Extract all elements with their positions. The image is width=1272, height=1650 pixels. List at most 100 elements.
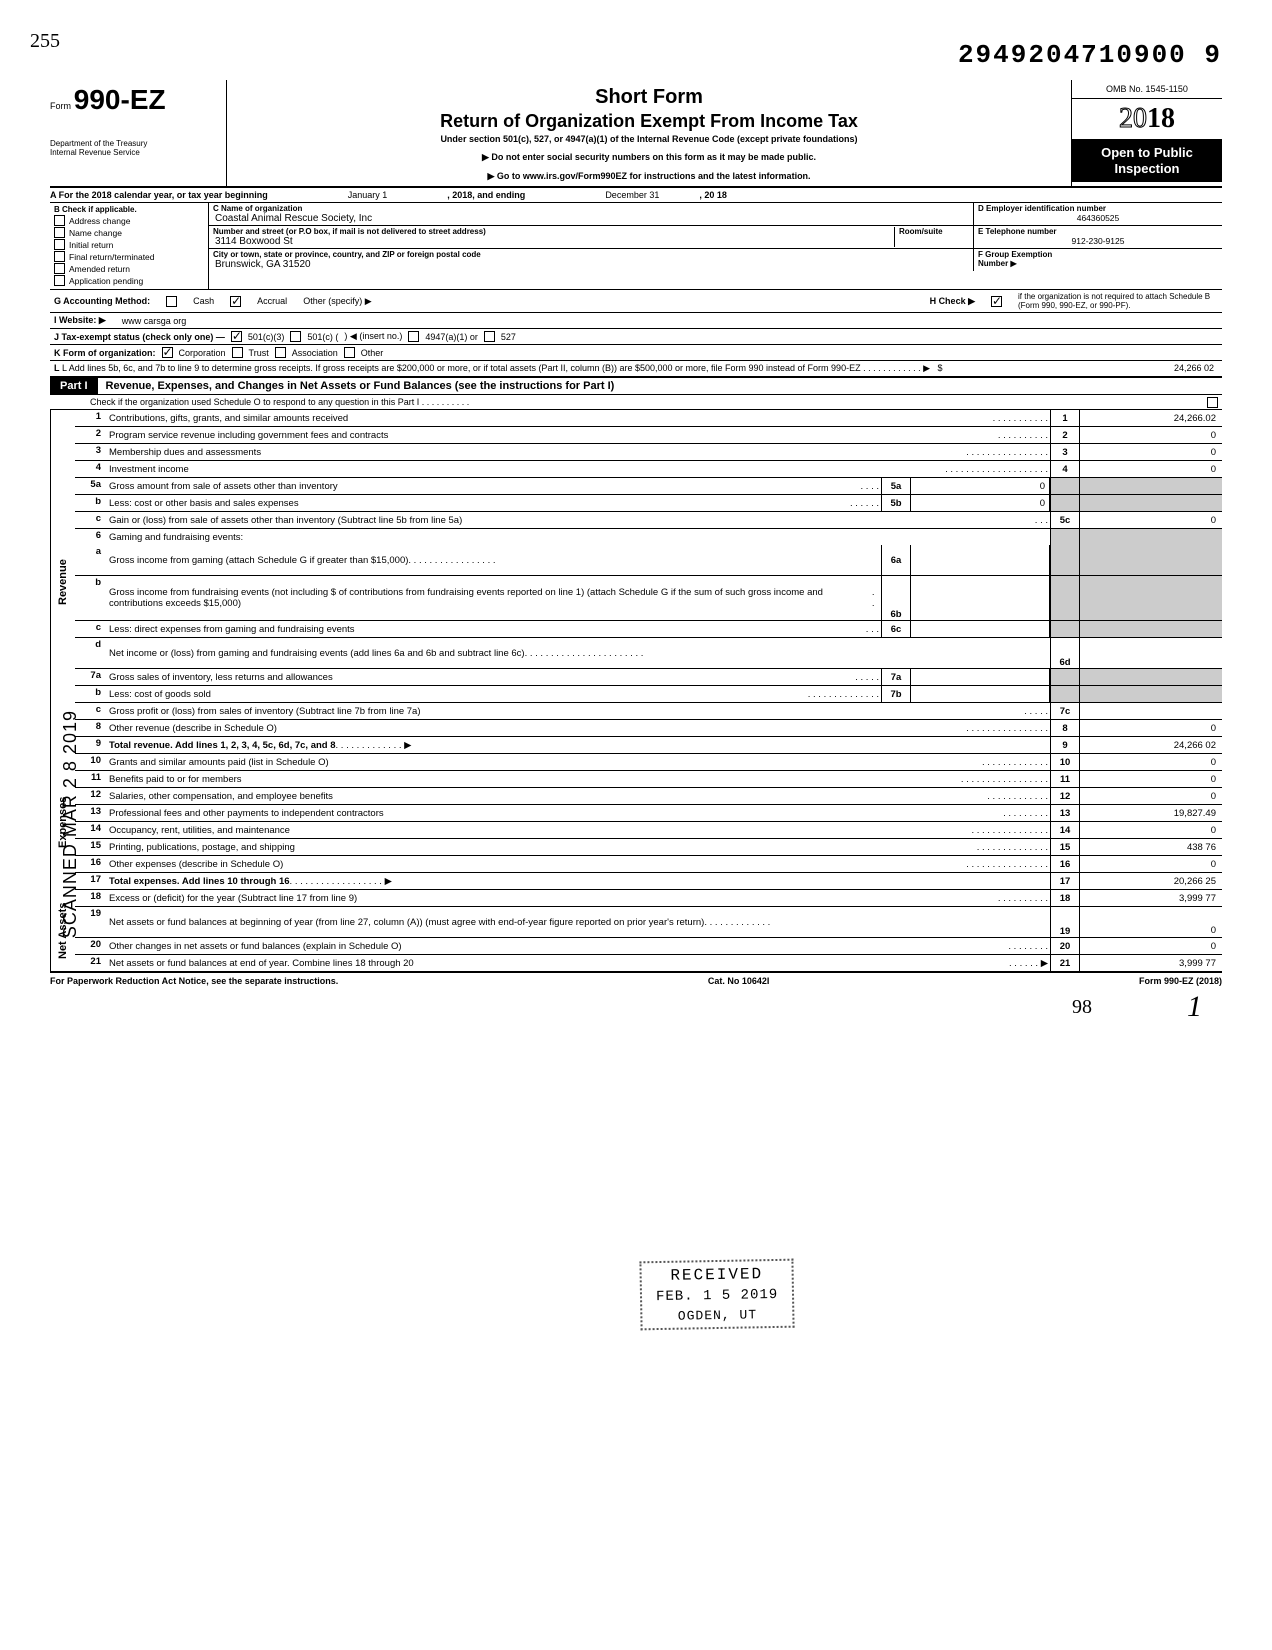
chk-corp[interactable] [162,347,173,358]
l21-num: 21 [1050,955,1080,971]
k2: Trust [249,348,269,358]
l7a-mnum: 7a [881,669,911,685]
l6-desc: Gaming and fundraising events: [109,532,243,543]
l21-desc: Net assets or fund balances at end of ye… [109,958,1009,969]
section-bcdef: B Check if applicable. Address change Na… [50,203,1222,290]
k3: Association [292,348,338,358]
h-label: H Check ▶ [930,296,975,307]
netassets-section: Net Assets 18Excess or (deficit) for the… [50,890,1222,973]
l8-desc: Other revenue (describe in Schedule O) [109,723,966,734]
j3: 4947(a)(1) or [425,332,478,342]
g-cash: Cash [193,296,214,306]
form-prefix: Form [50,101,71,111]
j-label: J Tax-exempt status (check only one) — [54,332,225,342]
street: 3114 Boxwood St [213,236,894,247]
l3-desc: Membership dues and assessments [109,447,966,458]
chk-h[interactable] [991,296,1002,307]
chk-501c[interactable] [290,331,301,342]
row-a-mid: , 2018, and ending [447,190,525,200]
row-l: L L Add lines 5b, 6c, and 7b to line 9 t… [50,361,1222,378]
l19-amt: 0 [1080,907,1222,937]
ein: 464360525 [978,213,1218,223]
chk-sched-o[interactable] [1207,397,1218,408]
l10-amt: 0 [1080,754,1222,770]
chk-address[interactable] [54,215,65,226]
title-short-form: Short Form [235,86,1063,109]
l6d-desc: Net income or (loss) from gaming and fun… [109,648,525,659]
l5b-mnum: 5b [881,495,911,511]
j2b: ) ◀ (insert no.) [344,331,402,342]
received-stamp: RECEIVED FEB. 1 5 2019 OGDEN, UT [639,1259,794,1331]
l8-amt: 0 [1080,720,1222,736]
l6b-mnum: 6b [881,576,911,620]
l11-amt: 0 [1080,771,1222,787]
city: Brunswick, GA 31520 [213,259,969,270]
part1-tag: Part I [50,378,98,394]
l19-num: 19 [1050,907,1080,937]
expenses-section: Expenses 10Grants and similar amounts pa… [50,754,1222,890]
chk-501c3[interactable] [231,331,242,342]
l10-num: 10 [1050,754,1080,770]
phone: 912-230-9125 [978,236,1218,246]
chk-name[interactable] [54,227,65,238]
row-g: G Accounting Method: Cash Accrual Other … [50,290,1222,313]
row-a-begin: January 1 [348,190,388,200]
f-label: F Group Exemption [978,250,1218,259]
opt-address: Address change [69,216,130,226]
l16-num: 16 [1050,856,1080,872]
part1-header: Part I Revenue, Expenses, and Changes in… [50,378,1222,395]
l7b-desc: Less: cost of goods sold [109,689,808,700]
tax-year: 2018 [1072,99,1222,139]
k4: Other [361,348,384,358]
l5a-mnum: 5a [881,478,911,494]
dept-label: Department of the Treasury Internal Reve… [50,140,220,158]
l21-amt: 3,999 77 [1080,955,1222,971]
chk-other[interactable] [344,347,355,358]
l5a-desc: Gross amount from sale of assets other t… [109,481,861,492]
chk-527[interactable] [484,331,495,342]
org-name: Coastal Animal Rescue Society, Inc [213,213,969,224]
j2: 501(c) ( [307,332,338,342]
l3-amt: 0 [1080,444,1222,460]
l20-amt: 0 [1080,938,1222,954]
footer-right: Form 990-EZ (2018) [1139,976,1222,986]
revenue-section: Revenue 1Contributions, gifts, grants, a… [50,410,1222,754]
l18-desc: Excess or (deficit) for the year (Subtra… [109,893,998,904]
chk-4947[interactable] [408,331,419,342]
l13-num: 13 [1050,805,1080,821]
l17-amt: 20,266 25 [1080,873,1222,889]
l12-desc: Salaries, other compensation, and employ… [109,791,987,802]
room-label: Room/suite [899,227,969,236]
open-public: Open to Public Inspection [1072,139,1222,182]
opt-initial: Initial return [69,240,113,250]
note-url: ▶ Go to www.irs.gov/Form990EZ for instru… [235,171,1063,182]
l13-desc: Professional fees and other payments to … [109,808,1003,819]
handwritten-1: 1 [1187,990,1202,1024]
opt-final: Final return/terminated [69,252,155,262]
chk-assoc[interactable] [275,347,286,358]
chk-cash[interactable] [166,296,177,307]
l18-amt: 3,999 77 [1080,890,1222,906]
chk-accrual[interactable] [230,296,241,307]
l6c-desc: Less: direct expenses from gaming and fu… [109,624,866,635]
row-a: A For the 2018 calendar year, or tax yea… [50,188,1222,203]
scanned-stamp: SCANNED MAR 2 8 2019 [60,710,81,938]
c-city-label: City or town, state or province, country… [213,250,969,259]
l5c-desc: Gain or (loss) from sale of assets other… [109,515,1035,526]
l12-amt: 0 [1080,788,1222,804]
stamp-location: OGDEN, UT [656,1307,778,1324]
l16-desc: Other expenses (describe in Schedule O) [109,859,966,870]
chk-final[interactable] [54,251,65,262]
c-street-label: Number and street (or P.O box, if mail i… [213,227,894,236]
l20-num: 20 [1050,938,1080,954]
chk-amended[interactable] [54,263,65,274]
stamp-received-label: RECEIVED [656,1265,779,1285]
l9-desc: Total revenue. Add lines 1, 2, 3, 4, 5c,… [109,740,336,751]
footer-left: For Paperwork Reduction Act Notice, see … [50,976,338,986]
chk-trust[interactable] [232,347,243,358]
l1-num: 1 [1050,410,1080,426]
chk-pending[interactable] [54,275,65,286]
chk-initial[interactable] [54,239,65,250]
omb-number: OMB No. 1545-1150 [1072,80,1222,99]
l13-amt: 19,827.49 [1080,805,1222,821]
